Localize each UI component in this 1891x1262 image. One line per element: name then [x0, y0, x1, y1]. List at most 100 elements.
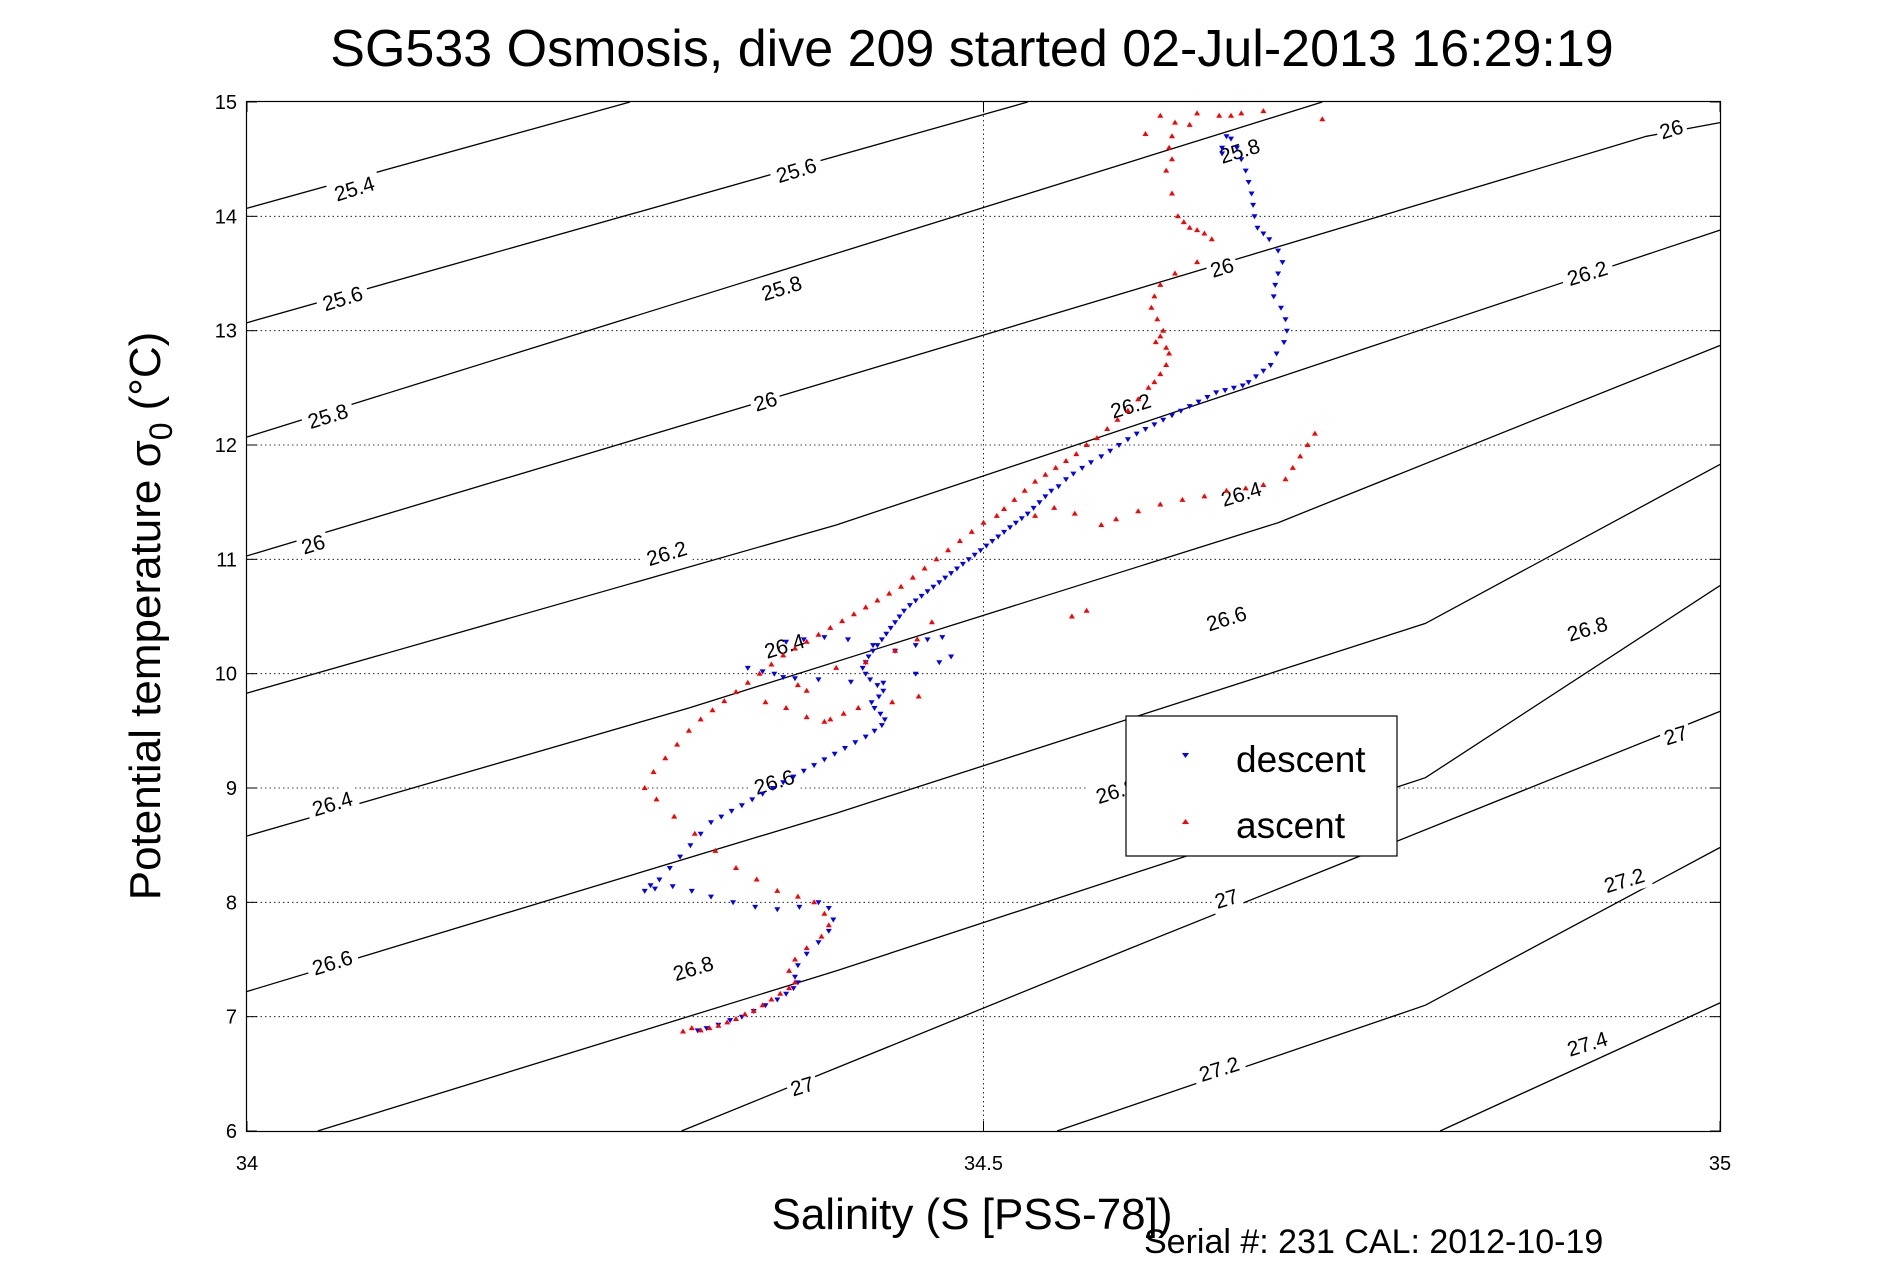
- contour-label: 26.4: [755, 626, 814, 667]
- descent-point: [1251, 214, 1258, 220]
- descent-point: [811, 763, 818, 769]
- ascent-point: [1148, 304, 1155, 310]
- ascent-point: [1223, 487, 1230, 493]
- descent-point: [875, 694, 882, 700]
- descent-point: [1239, 383, 1246, 389]
- ascent-point: [1157, 501, 1164, 507]
- ascent-point: [1238, 110, 1245, 116]
- contour-label-bg: [303, 942, 362, 983]
- descent-point: [800, 768, 807, 774]
- ascent-point: [1216, 112, 1223, 118]
- descent-point: [842, 746, 848, 751]
- contour-label-bg: [1212, 474, 1270, 515]
- ascent-point: [956, 538, 963, 543]
- ascent-point: [862, 604, 869, 610]
- descent-point: [1042, 494, 1049, 500]
- ascent-point: [818, 933, 825, 939]
- contour-label-text: 25.6: [774, 154, 820, 188]
- descent-point: [815, 940, 822, 946]
- y-tick-label: 11: [216, 549, 237, 571]
- descent-point: [867, 677, 874, 683]
- descent-point: [918, 593, 925, 599]
- contour-label-bg: [325, 168, 384, 209]
- y-tick-label: 7: [226, 1007, 237, 1029]
- ascent-point: [1201, 493, 1208, 499]
- ascent-point: [1001, 506, 1008, 511]
- descent-point: [912, 671, 919, 677]
- descent-point: [1254, 225, 1261, 231]
- y-axis-label-unit: (°C): [121, 332, 170, 411]
- ascent-point: [855, 705, 862, 710]
- descent-point: [1223, 134, 1230, 140]
- descent-point: [1186, 404, 1193, 410]
- descent-point: [896, 614, 903, 620]
- contour-label: 27.2: [1595, 860, 1653, 901]
- descent-point: [880, 688, 887, 694]
- ascent-point: [914, 636, 921, 642]
- descent-point: [783, 991, 790, 997]
- descent-point: [752, 904, 759, 910]
- ascent-point: [1157, 333, 1164, 339]
- descent-point: [1107, 448, 1114, 454]
- descent-point: [1242, 168, 1249, 174]
- ascent-series: [641, 108, 1326, 1034]
- descent-point: [727, 1018, 734, 1024]
- descent-point: [939, 635, 946, 641]
- ascent-point: [1163, 362, 1170, 367]
- ascent-point: [889, 699, 896, 705]
- descent-point: [669, 884, 676, 890]
- descent-point: [942, 575, 949, 581]
- grid-lines: [247, 102, 1720, 1131]
- descent-point: [1088, 460, 1094, 466]
- ascent-point: [980, 519, 987, 525]
- ascent-point: [777, 990, 784, 996]
- ascent-point: [839, 618, 846, 624]
- descent-point: [862, 671, 869, 677]
- descent-point: [852, 740, 859, 746]
- ascent-point: [1180, 219, 1187, 225]
- descent-point: [1250, 202, 1257, 208]
- ascent-point: [794, 893, 801, 899]
- descent-point: [831, 751, 838, 757]
- descent-point: [1151, 422, 1158, 428]
- contour-label-text: 25.8: [759, 272, 805, 306]
- ascent-point: [1093, 435, 1100, 441]
- ascent-point: [1186, 224, 1193, 230]
- legend-descent-marker: [1182, 753, 1189, 758]
- ascent-point: [892, 647, 899, 653]
- descent-point: [906, 603, 913, 609]
- descent-point: [1233, 145, 1240, 151]
- descent-point: [901, 608, 907, 614]
- ascent-point: [1289, 464, 1296, 470]
- ascent-point: [709, 707, 716, 713]
- descent-point: [924, 589, 931, 595]
- descent-point: [1160, 417, 1167, 423]
- descent-point: [830, 917, 837, 923]
- contour-label-bg: [299, 396, 357, 437]
- ascent-point: [1011, 496, 1018, 502]
- y-tick-label: 9: [226, 778, 237, 800]
- contour-line-25-8: [246, 101, 1323, 438]
- contour-line-26-8: [317, 585, 1721, 1132]
- ascent-point: [933, 556, 940, 562]
- contour-label-bg: [747, 384, 784, 419]
- ascent-point: [1201, 230, 1208, 236]
- ascent-point: [1163, 344, 1170, 350]
- descent-point: [774, 997, 781, 1003]
- contour-label-text: 26.6: [1204, 602, 1250, 636]
- descent-point: [1248, 191, 1255, 197]
- y-axis-label: Potential temperature σ0 (°C): [121, 332, 179, 901]
- ascent-point: [1154, 316, 1161, 322]
- ascent-point: [1311, 430, 1318, 436]
- ascent-point: [1208, 236, 1215, 242]
- ascent-point: [1166, 350, 1173, 356]
- ascent-point: [1242, 485, 1249, 491]
- ascent-point: [1194, 110, 1201, 116]
- ascent-point: [1169, 156, 1175, 162]
- descent-point: [762, 1003, 769, 1009]
- ascent-point: [653, 796, 660, 802]
- ascent-point: [1051, 504, 1058, 510]
- contour-label-bg: [1595, 860, 1653, 901]
- contour-label-text: 27.2: [1602, 864, 1648, 898]
